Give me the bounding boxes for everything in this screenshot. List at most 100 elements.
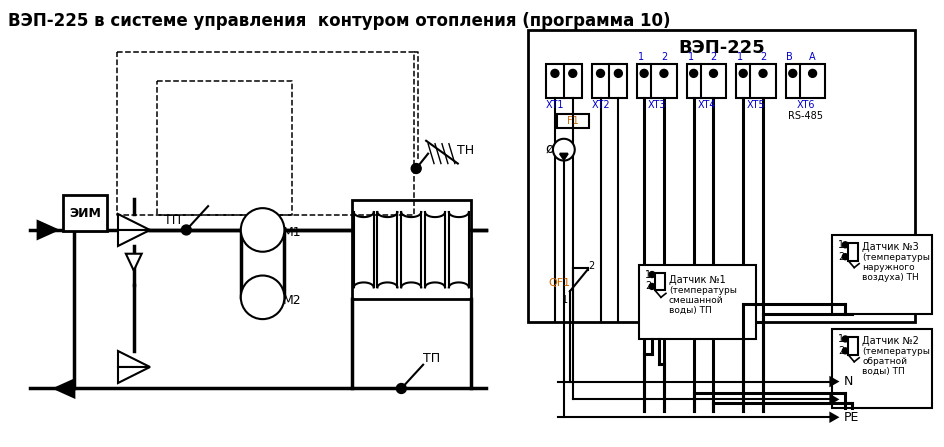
Circle shape: [597, 69, 604, 77]
Text: ВЭП-225: ВЭП-225: [678, 38, 765, 57]
Circle shape: [759, 69, 767, 77]
Bar: [736, 64, 776, 98]
Circle shape: [640, 69, 649, 77]
Bar: [557, 114, 589, 128]
Bar: [529, 30, 915, 322]
Bar: [655, 273, 665, 291]
Text: Датчик №3: Датчик №3: [862, 242, 919, 252]
Polygon shape: [118, 214, 150, 230]
Text: 1: 1: [838, 334, 845, 344]
Text: 1: 1: [638, 51, 644, 62]
Text: RS-485: RS-485: [788, 111, 823, 121]
Circle shape: [842, 242, 849, 248]
Circle shape: [842, 254, 849, 260]
Text: XT2: XT2: [591, 100, 610, 110]
Circle shape: [551, 69, 559, 77]
Text: воздуха) ТН: воздуха) ТН: [862, 273, 919, 282]
Bar: [546, 64, 582, 98]
Text: 2: 2: [838, 252, 845, 261]
Polygon shape: [38, 221, 58, 239]
Text: PE: PE: [843, 411, 859, 424]
Text: ЭИМ: ЭИМ: [69, 207, 101, 219]
Bar: [849, 243, 858, 261]
Circle shape: [553, 139, 575, 160]
Polygon shape: [118, 367, 150, 383]
Text: ø: ø: [546, 142, 554, 156]
Text: ТП: ТП: [423, 352, 440, 365]
Text: (температуры: (температуры: [862, 253, 930, 262]
Text: воды) ТП: воды) ТП: [862, 367, 905, 376]
Circle shape: [789, 69, 797, 77]
Circle shape: [710, 69, 717, 77]
Polygon shape: [118, 351, 150, 367]
Circle shape: [809, 69, 817, 77]
Bar: [592, 64, 627, 98]
Text: ТН: ТН: [457, 144, 474, 157]
Text: XT6: XT6: [797, 100, 815, 110]
Circle shape: [660, 69, 668, 77]
Text: ТП: ТП: [164, 214, 181, 227]
Text: (температуры: (температуры: [862, 347, 930, 356]
Text: 1: 1: [687, 51, 694, 62]
Polygon shape: [831, 413, 837, 421]
Circle shape: [842, 336, 849, 342]
Circle shape: [412, 164, 421, 173]
Text: Датчик №2: Датчик №2: [862, 336, 919, 346]
Text: Датчик №1: Датчик №1: [669, 274, 726, 284]
Circle shape: [615, 69, 622, 77]
Text: смешанной: смешанной: [669, 296, 723, 305]
Text: 1: 1: [737, 51, 743, 62]
Text: A: A: [809, 51, 816, 62]
Text: 2: 2: [760, 51, 767, 62]
Text: 1: 1: [645, 270, 651, 279]
Text: (температуры: (температуры: [669, 286, 736, 295]
Polygon shape: [55, 380, 75, 397]
Text: наружного: наружного: [862, 263, 915, 272]
Text: 2: 2: [661, 51, 667, 62]
Text: 2: 2: [588, 261, 595, 270]
Bar: [833, 329, 932, 408]
Text: M2: M2: [283, 294, 302, 307]
Text: XT3: XT3: [648, 100, 666, 110]
Polygon shape: [831, 378, 837, 385]
Circle shape: [649, 272, 655, 278]
Circle shape: [842, 348, 849, 354]
Polygon shape: [831, 396, 837, 403]
Circle shape: [649, 283, 655, 289]
Bar: [63, 195, 107, 231]
Circle shape: [241, 275, 284, 319]
Circle shape: [690, 69, 698, 77]
Bar: [785, 64, 825, 98]
Circle shape: [739, 69, 748, 77]
Polygon shape: [126, 254, 142, 270]
Text: 2: 2: [711, 51, 716, 62]
Text: 1: 1: [562, 295, 568, 305]
Text: M1: M1: [283, 227, 302, 240]
Bar: [833, 235, 932, 314]
Text: N: N: [843, 375, 852, 388]
Text: L: L: [843, 393, 851, 406]
Text: воды) ТП: воды) ТП: [669, 306, 712, 315]
Text: 1: 1: [838, 240, 845, 250]
Bar: [849, 337, 858, 355]
Bar: [352, 200, 471, 299]
Polygon shape: [560, 154, 568, 160]
Text: 2: 2: [645, 282, 651, 291]
Circle shape: [396, 384, 406, 393]
Polygon shape: [118, 230, 150, 246]
Text: XT4: XT4: [698, 100, 716, 110]
Circle shape: [569, 69, 577, 77]
Text: B: B: [786, 51, 793, 62]
Text: ВЭП-225 в системе управления  контуром отопления (программа 10): ВЭП-225 в системе управления контуром от…: [8, 12, 670, 30]
Text: XT5: XT5: [747, 100, 766, 110]
Circle shape: [241, 208, 284, 252]
Text: F1: F1: [567, 116, 579, 126]
Text: QF1: QF1: [548, 278, 570, 288]
Circle shape: [181, 225, 192, 235]
Bar: [639, 265, 756, 339]
Text: 2: 2: [838, 346, 845, 356]
Bar: [637, 64, 677, 98]
Bar: [686, 64, 726, 98]
Text: XT1: XT1: [546, 100, 565, 110]
Text: обратной: обратной: [862, 357, 907, 366]
